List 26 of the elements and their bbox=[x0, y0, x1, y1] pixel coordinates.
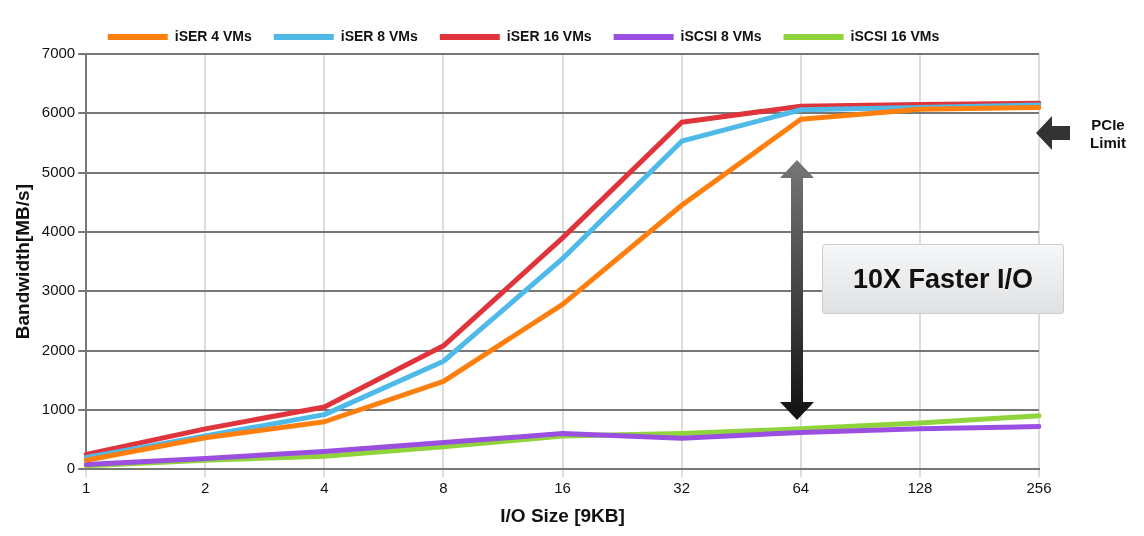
y-tick-label: 4000 bbox=[41, 222, 76, 240]
legend-label: iSER 8 VMs bbox=[340, 27, 419, 44]
y-tick-label: 3000 bbox=[41, 281, 76, 299]
annotation: 10X Faster I/O bbox=[822, 244, 1064, 314]
y-axis-title: Bandwidth[MB/s] bbox=[11, 184, 33, 340]
x-tick-label: 32 bbox=[673, 479, 691, 497]
x-tick-label: 256 bbox=[1026, 479, 1052, 497]
text: PCIe Limit bbox=[1089, 116, 1127, 152]
y-tick-label: 6000 bbox=[41, 103, 76, 121]
x-tick-label: 8 bbox=[439, 479, 448, 497]
legend-label: iSCSI 16 VMs bbox=[850, 27, 940, 44]
x-tick-label: 4 bbox=[320, 479, 329, 497]
legend-label: iSCSI 8 VMs bbox=[680, 27, 762, 44]
legend-label: iSER 4 VMs bbox=[174, 27, 252, 44]
legend-label: iSER 16 VMs bbox=[506, 27, 592, 44]
y-tick-label: 2000 bbox=[41, 340, 76, 358]
y-tick-label: 7000 bbox=[41, 44, 76, 62]
x-tick-label: 1 bbox=[82, 479, 91, 497]
x-axis-title: I/O Size [9KB] bbox=[500, 504, 625, 526]
x-tick-label: 128 bbox=[907, 479, 933, 497]
y-tick-label: 5000 bbox=[41, 162, 76, 180]
y-tick-label: 0 bbox=[66, 459, 76, 477]
y-tick-label: 1000 bbox=[41, 400, 76, 418]
x-tick-label: 64 bbox=[792, 479, 810, 497]
x-tick-label: 2 bbox=[201, 479, 210, 497]
x-tick-label: 16 bbox=[554, 479, 571, 497]
